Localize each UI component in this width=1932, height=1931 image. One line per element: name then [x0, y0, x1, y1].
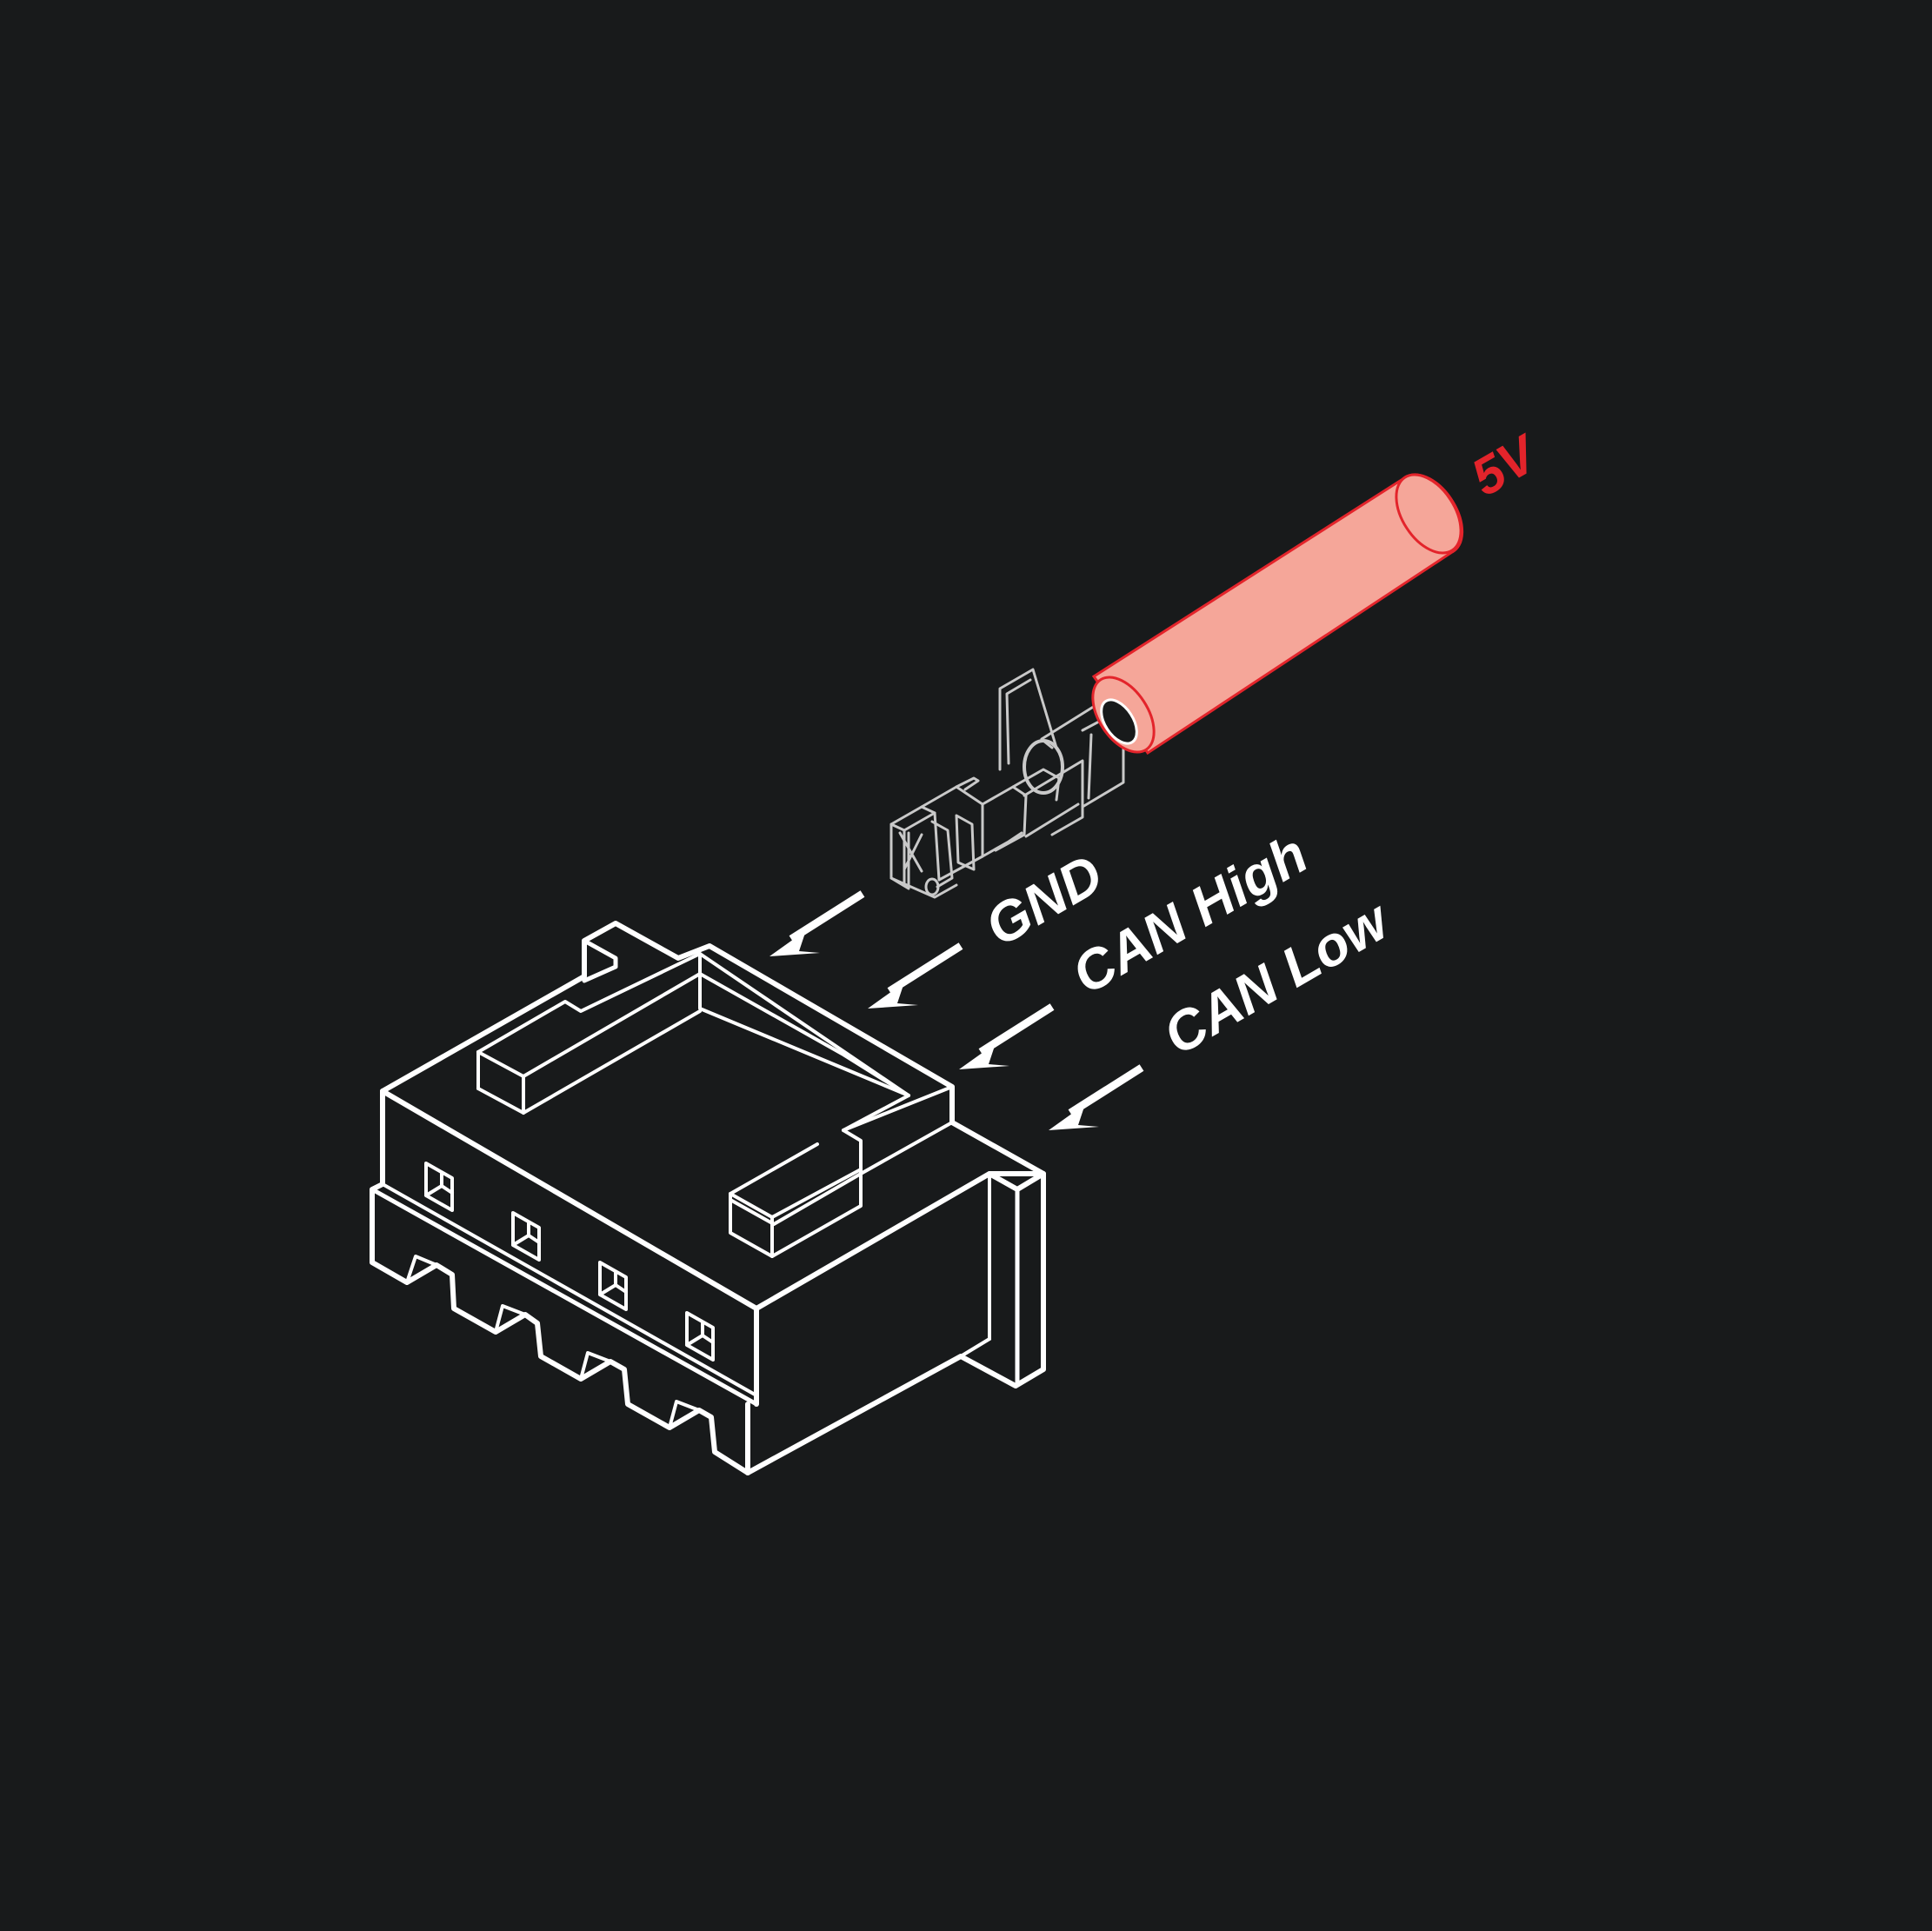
wire-5v: 5V — [1091, 423, 1549, 756]
wire-conductor — [1100, 698, 1138, 745]
arrow-can-high-shaft — [887, 942, 963, 995]
pin-window-1 — [424, 1162, 454, 1212]
pin-window-4 — [685, 1311, 715, 1362]
arrow-gnd-shaft — [789, 890, 865, 942]
wire-label-5v: 5V — [1462, 423, 1549, 507]
arrow-can-low-head — [959, 1043, 1009, 1069]
arrow-gnd-head — [769, 930, 820, 956]
pin-windows — [424, 1162, 715, 1362]
pin-gnd: GND — [769, 842, 1113, 958]
pin-window-3 — [598, 1261, 628, 1311]
wire-end-cap — [1395, 473, 1462, 555]
arrow-can-low-2-shaft — [1068, 1064, 1144, 1116]
arrow-can-high-head — [868, 982, 918, 1009]
arrow-can-low-shaft — [978, 1003, 1055, 1055]
arrow-can-low-2-head — [1049, 1104, 1099, 1130]
pin-window-2 — [511, 1211, 541, 1262]
pin-labels: GND CAN High CAN Low — [769, 822, 1402, 1130]
connector-housing — [370, 921, 1046, 1475]
